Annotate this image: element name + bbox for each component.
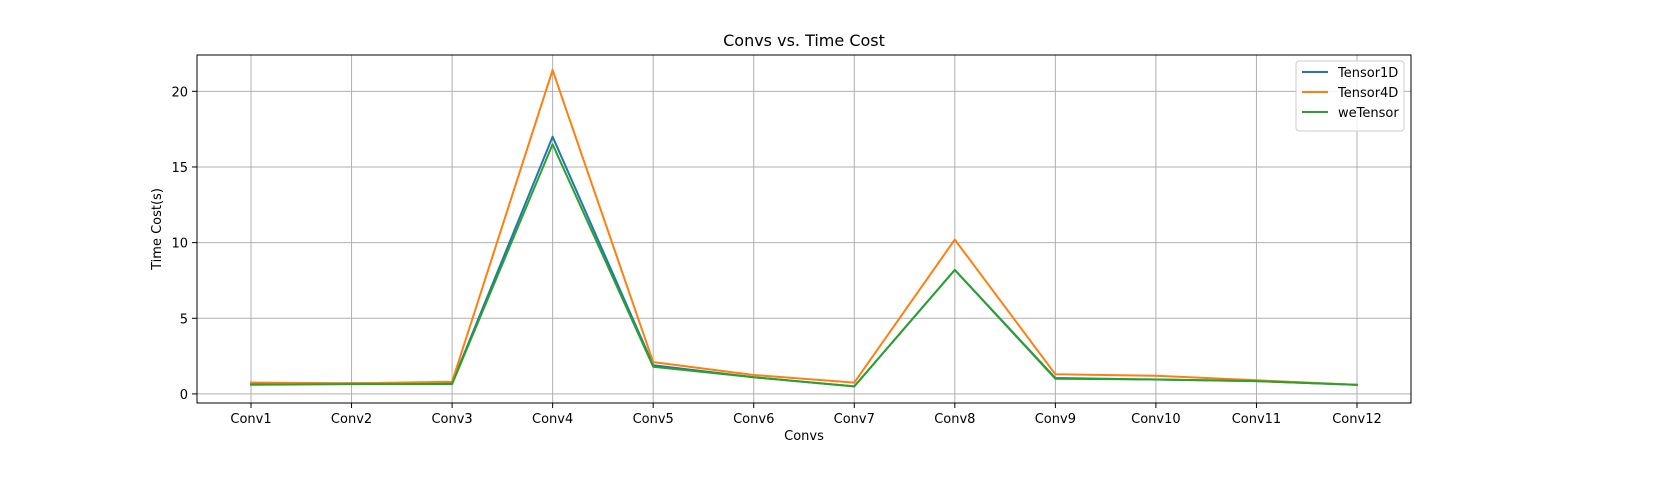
y-tick-label: 5 xyxy=(180,312,188,327)
y-tick-label: 15 xyxy=(171,161,188,176)
legend-label: Tensor1D xyxy=(1337,66,1398,81)
legend-label: Tensor4D xyxy=(1337,86,1398,101)
x-tick-label: Conv10 xyxy=(1131,412,1181,427)
legend-box xyxy=(1295,60,1405,132)
x-tick-label: Conv11 xyxy=(1232,412,1282,427)
x-tick-label: Conv8 xyxy=(934,412,975,427)
legend-label: weTensor xyxy=(1338,106,1399,121)
x-tick-label: Conv5 xyxy=(633,412,674,427)
series-line-tensor1d xyxy=(249,135,1359,388)
x-tick-label: Conv9 xyxy=(1035,412,1076,427)
x-tick-label: Conv1 xyxy=(230,412,271,427)
x-tick-label: Conv4 xyxy=(532,412,573,427)
y-tick-label: 10 xyxy=(171,237,188,252)
y-axis-label: Time Cost(s) xyxy=(150,188,165,271)
y-tick-label: 20 xyxy=(171,85,188,100)
x-tick-label: Conv6 xyxy=(733,412,774,427)
x-tick-label: Conv7 xyxy=(834,412,875,427)
x-axis-label: Convs xyxy=(784,429,824,444)
series-line-wetensor xyxy=(249,143,1359,388)
chart-title: Convs vs. Time Cost xyxy=(723,31,885,50)
legend: Tensor1D Tensor4D weTensor xyxy=(1295,60,1405,132)
series-lines xyxy=(249,69,1359,388)
x-tick-label: Conv3 xyxy=(431,412,472,427)
x-tick-label: Conv2 xyxy=(331,412,372,427)
axis-ticks: Conv1 Conv2 Conv3 Conv4 Conv5 Conv6 Conv7 Conv8… xyxy=(171,85,1381,427)
y-tick-label: 0 xyxy=(180,388,188,403)
series-line-tensor4d xyxy=(249,69,1359,386)
grid xyxy=(197,55,1411,403)
plot-frame xyxy=(196,54,1412,404)
x-tick-label: Conv12 xyxy=(1332,412,1382,427)
